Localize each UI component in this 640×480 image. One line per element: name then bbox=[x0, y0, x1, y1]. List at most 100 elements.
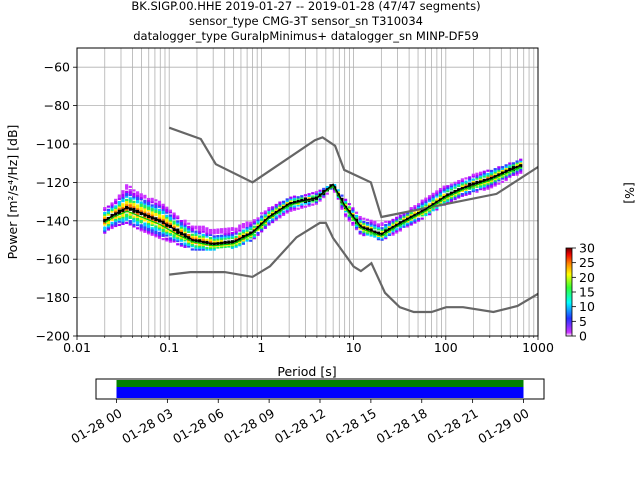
psd-cell bbox=[398, 226, 402, 229]
colorbar-tick-label: 25 bbox=[579, 255, 595, 270]
psd-cell bbox=[395, 229, 399, 232]
psd-cell bbox=[384, 235, 388, 238]
psd-cell bbox=[311, 200, 315, 203]
psd-cell bbox=[460, 179, 464, 183]
psd-cell bbox=[183, 231, 187, 234]
psd-cell bbox=[176, 228, 180, 231]
psd-cell bbox=[281, 210, 286, 213]
psd-cell bbox=[216, 239, 220, 243]
psd-cell bbox=[438, 187, 443, 191]
psd-cell bbox=[285, 209, 289, 212]
psd-cell bbox=[296, 202, 300, 205]
psd-cell bbox=[453, 193, 457, 196]
psd-cell bbox=[165, 219, 169, 222]
psd-cell bbox=[351, 218, 355, 221]
psd-cell bbox=[482, 180, 486, 183]
psd-cell bbox=[132, 192, 136, 195]
psd-cell bbox=[358, 219, 362, 222]
psd-cell bbox=[373, 235, 377, 238]
psd-cell bbox=[208, 246, 213, 250]
psd-cell bbox=[216, 241, 220, 244]
psd-cell bbox=[347, 207, 351, 211]
psd-cell bbox=[384, 237, 388, 240]
psd-cell bbox=[139, 225, 143, 229]
psd-cell bbox=[384, 220, 388, 223]
psd-cell bbox=[241, 226, 246, 229]
psd-cell bbox=[274, 203, 278, 207]
psd-cell bbox=[234, 237, 238, 240]
psd-cell bbox=[460, 194, 464, 197]
psd-cell bbox=[139, 207, 143, 211]
psd-cell bbox=[387, 222, 391, 225]
psd-cell bbox=[413, 211, 417, 214]
psd-cell bbox=[482, 173, 486, 177]
psd-cell bbox=[249, 234, 253, 237]
psd-cell bbox=[256, 228, 260, 231]
psd-cell bbox=[183, 232, 187, 235]
psd-cell bbox=[347, 217, 351, 220]
psd-cell bbox=[260, 215, 264, 218]
psd-cell bbox=[252, 227, 256, 230]
psd-cell bbox=[219, 228, 224, 231]
psd-cell bbox=[132, 215, 136, 218]
psd-cell bbox=[121, 214, 125, 217]
psd-cell bbox=[325, 186, 329, 189]
psd-cell bbox=[416, 212, 421, 216]
psd-cell bbox=[351, 210, 355, 213]
psd-cell bbox=[230, 232, 235, 235]
psd-cell bbox=[219, 239, 224, 242]
psd-cell bbox=[143, 199, 147, 202]
psd-cell bbox=[380, 230, 384, 233]
psd-cell bbox=[230, 236, 235, 240]
psd-cell bbox=[274, 212, 278, 215]
psd-cell bbox=[136, 201, 140, 204]
psd-cell bbox=[212, 232, 216, 235]
psd-cell bbox=[446, 185, 450, 188]
psd-cell bbox=[128, 221, 132, 224]
psd-cell bbox=[344, 215, 348, 218]
psd-cell bbox=[146, 201, 151, 204]
psd-cell bbox=[482, 182, 486, 185]
psd-cell bbox=[296, 196, 300, 199]
psd-cell bbox=[508, 164, 512, 167]
psd-cell bbox=[406, 225, 410, 228]
psd-cell bbox=[420, 204, 424, 207]
psd-cell bbox=[190, 235, 194, 238]
psd-cell bbox=[216, 228, 220, 231]
psd-cell bbox=[136, 222, 140, 225]
psd-cell bbox=[486, 176, 490, 179]
psd-cell bbox=[468, 192, 472, 195]
psd-cell bbox=[416, 206, 421, 209]
psd-cell bbox=[260, 228, 264, 231]
psd-cell bbox=[504, 165, 508, 169]
psd-cell bbox=[260, 226, 264, 230]
psd-cell bbox=[168, 234, 173, 237]
psd-cell bbox=[267, 211, 271, 215]
psd-cell bbox=[344, 200, 348, 203]
psd-cell bbox=[322, 189, 326, 192]
psd-cell bbox=[457, 183, 461, 186]
psd-cell bbox=[263, 215, 267, 218]
psd-cell bbox=[154, 218, 158, 222]
psd-cell bbox=[117, 218, 121, 222]
psd-cell bbox=[464, 182, 468, 185]
psd-cell bbox=[256, 218, 260, 222]
psd-cell bbox=[493, 184, 497, 187]
psd-cell bbox=[285, 199, 289, 203]
psd-cell bbox=[281, 203, 286, 207]
psd-cell bbox=[431, 207, 435, 210]
psd-cell bbox=[216, 231, 220, 234]
psd-cell bbox=[157, 220, 162, 223]
psd-cell bbox=[132, 195, 136, 199]
psd-cell bbox=[165, 232, 169, 235]
psd-cell bbox=[150, 205, 154, 209]
psd-cell bbox=[471, 175, 475, 178]
psd-cell bbox=[438, 191, 443, 194]
psd-cell bbox=[351, 208, 355, 212]
psd-cell bbox=[223, 229, 227, 232]
psd-cell bbox=[322, 195, 326, 199]
psd-cell bbox=[420, 217, 424, 220]
psd-cell bbox=[376, 234, 381, 238]
psd-cell bbox=[168, 240, 173, 243]
psd-cell bbox=[201, 225, 205, 228]
